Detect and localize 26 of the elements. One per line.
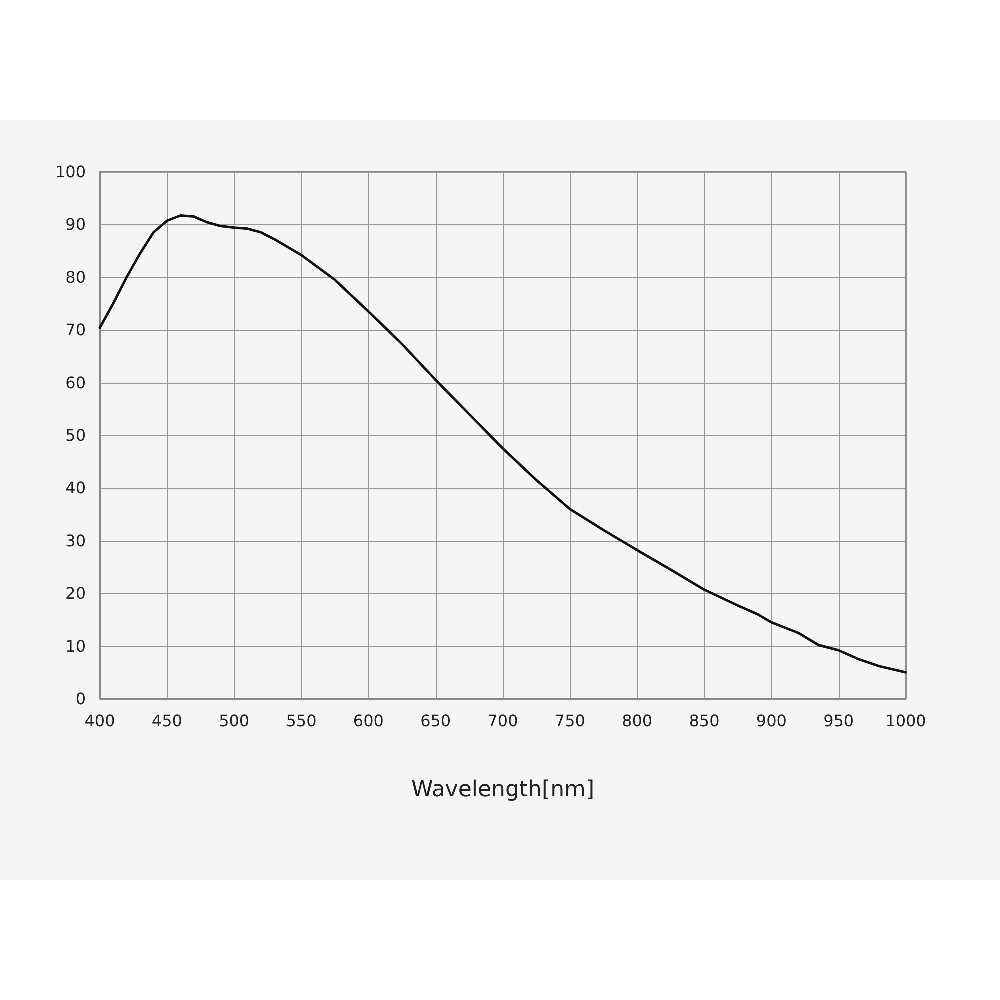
x-axis-title: Wavelength[nm]	[411, 778, 595, 802]
x-tick-label: 750	[554, 712, 586, 730]
x-tick-label: 800	[622, 712, 653, 730]
x-tick-label: 500	[219, 712, 250, 730]
x-tick-label: 650	[420, 712, 452, 730]
line-series	[98, 214, 908, 674]
x-tick-label: 950	[824, 712, 854, 730]
x-tick-label: 900	[756, 712, 787, 730]
y-tick-label: 60	[66, 373, 86, 392]
y-tick-label: 100	[55, 162, 86, 182]
y-tick-label: 0	[76, 690, 86, 708]
x-tick-label: 400	[84, 712, 116, 730]
x-tick-label: 700	[488, 712, 518, 730]
y-tick-label: 40	[66, 478, 86, 498]
y-tick-label: 70	[66, 320, 86, 340]
y-tick-label: 80	[66, 268, 86, 287]
x-tick-label: 1000	[886, 712, 926, 730]
y-tick-label: 10	[66, 636, 86, 656]
y-tick-label: 20	[66, 584, 86, 604]
y-tick-label: 30	[66, 531, 86, 550]
x-tick-label: 850	[689, 712, 720, 730]
x-tick-label: 550	[286, 712, 317, 730]
y-tick-label: 50	[66, 426, 86, 445]
y-tick-label: 90	[66, 215, 86, 234]
x-tick-label: 600	[353, 712, 384, 730]
x-tick-label: 450	[152, 712, 182, 730]
